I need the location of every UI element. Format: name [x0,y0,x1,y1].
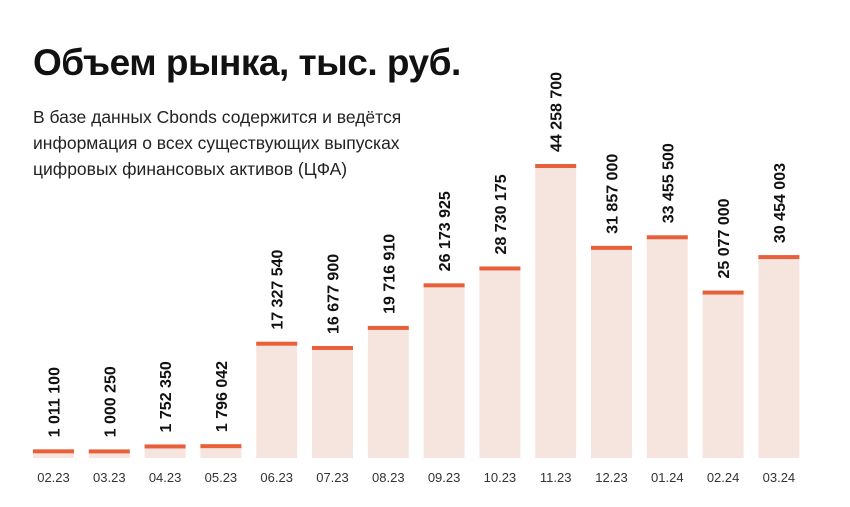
x-tick-label: 03.23 [93,470,126,485]
x-tick-label: 10.23 [484,470,517,485]
x-tick-label: 08.23 [372,470,405,485]
bar [423,285,465,458]
data-label: 25 077 000 [716,198,733,278]
x-tick-label: 06.23 [260,470,293,485]
bar-top-marker [312,345,353,350]
data-label: 28 730 175 [493,174,510,254]
page-subtitle: В базе данных Cbonds содержится и ведётс… [33,107,402,179]
data-label: 44 258 700 [549,72,566,152]
x-tick-label: 02.23 [37,470,70,485]
data-label: 1 011 100 [47,367,64,437]
bar [702,292,744,458]
x-tick-label: 07.23 [316,470,349,485]
bar [256,343,298,458]
bar [646,237,688,458]
data-label: 1 000 250 [102,366,119,437]
x-tick-label: 12.23 [595,470,628,485]
bar-top-marker [646,235,688,240]
x-tick-label: 05.23 [205,470,238,485]
bar-top-marker [200,444,242,449]
bar-top-marker [591,245,632,250]
data-label: 1 796 042 [214,361,231,432]
x-tick-label: 01.24 [651,470,684,485]
x-tick-label: 03.24 [763,470,796,485]
bar [367,327,409,458]
bar-top-marker [702,290,744,295]
bar-top-marker [758,255,800,260]
bar [33,451,74,458]
bar-top-marker [256,341,298,346]
data-label: 33 455 500 [660,143,677,223]
bar [591,247,632,458]
data-label: 17 327 540 [270,250,287,330]
bar-top-marker [479,266,521,271]
x-tick-label: 04.23 [149,470,182,485]
x-tick-label: 09.23 [428,470,461,485]
data-label: 30 454 003 [772,163,789,243]
data-label: 31 857 000 [605,154,622,234]
data-label: 26 173 925 [437,191,454,271]
x-tick-label: 02.24 [707,470,740,485]
x-tick-label: 11.23 [540,470,572,485]
bar-top-marker [423,283,465,288]
bar-top-marker [33,449,74,454]
bar [479,268,521,458]
bar [758,257,800,458]
bar [535,166,577,458]
data-label: 19 716 910 [381,234,398,314]
page-title: Объем рынка, тыс. руб. [33,42,461,83]
data-label: 16 677 900 [326,254,343,334]
bar [88,451,130,458]
data-label: 1 752 350 [158,361,175,432]
bar [144,446,186,458]
bar-top-marker [88,449,130,454]
bar-top-marker [367,325,409,330]
bar [312,347,353,458]
bar-top-marker [144,444,186,449]
bar-top-marker [535,164,577,168]
bar [200,446,242,458]
